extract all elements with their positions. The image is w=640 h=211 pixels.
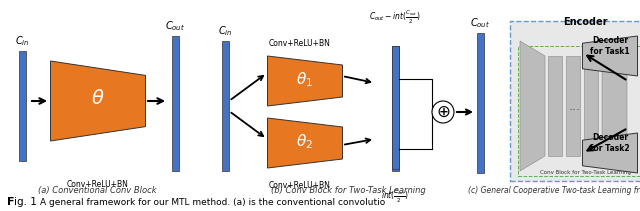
FancyBboxPatch shape xyxy=(510,21,640,181)
Bar xyxy=(392,131,399,171)
Text: $C_{out}$: $C_{out}$ xyxy=(165,19,185,33)
Bar xyxy=(392,46,399,169)
Text: Conv+ReLU+BN: Conv+ReLU+BN xyxy=(67,180,129,189)
Text: ...: ... xyxy=(569,100,581,112)
Text: Decoder
for Task1: Decoder for Task1 xyxy=(590,36,630,56)
Text: $C_{out}-int(\frac{C_{out}}{2})$: $C_{out}-int(\frac{C_{out}}{2})$ xyxy=(369,9,421,26)
Text: $\theta_2$: $\theta_2$ xyxy=(296,133,314,151)
Bar xyxy=(477,33,483,173)
Text: $\oplus$: $\oplus$ xyxy=(436,103,450,121)
Polygon shape xyxy=(268,118,342,168)
Polygon shape xyxy=(602,41,627,171)
Text: $C_{in}$: $C_{in}$ xyxy=(218,24,232,38)
Text: ig. 1: ig. 1 xyxy=(14,197,37,207)
Bar xyxy=(584,56,598,156)
Polygon shape xyxy=(51,61,145,141)
Text: Decoder
for Task2: Decoder for Task2 xyxy=(590,133,630,153)
Polygon shape xyxy=(582,36,637,76)
Text: $\theta$: $\theta$ xyxy=(92,89,105,108)
Bar xyxy=(19,51,26,161)
Bar xyxy=(172,36,179,171)
Text: (b) Conv Block for Two-Task Learning: (b) Conv Block for Two-Task Learning xyxy=(271,186,426,195)
Bar xyxy=(566,56,580,156)
Bar xyxy=(548,56,562,156)
Text: A general framework for our MTL method. (a) is the conventional convolutio: A general framework for our MTL method. … xyxy=(40,198,385,207)
Text: $\theta_1$: $\theta_1$ xyxy=(296,71,314,89)
Text: (c) General Cooperative Two-task Learning framework: (c) General Cooperative Two-task Learnin… xyxy=(468,186,640,195)
Bar xyxy=(221,41,228,171)
Text: (a) Conventional Conv Block: (a) Conventional Conv Block xyxy=(38,186,156,195)
Text: Encoder: Encoder xyxy=(563,17,607,27)
Text: Conv+ReLU+BN: Conv+ReLU+BN xyxy=(269,181,331,190)
Text: $int(\frac{C_{out}}{2})$: $int(\frac{C_{out}}{2})$ xyxy=(381,188,409,205)
Polygon shape xyxy=(268,56,342,106)
Text: F: F xyxy=(6,197,14,207)
Polygon shape xyxy=(582,133,637,173)
Text: Conv Block for Two-Task Learning: Conv Block for Two-Task Learning xyxy=(540,170,630,175)
Polygon shape xyxy=(520,41,545,171)
Circle shape xyxy=(432,101,454,123)
Text: $C_{out}$: $C_{out}$ xyxy=(470,16,490,30)
Text: $C_{in}$: $C_{in}$ xyxy=(15,34,29,48)
Bar xyxy=(392,46,399,131)
Text: Conv+ReLU+BN: Conv+ReLU+BN xyxy=(269,39,331,48)
